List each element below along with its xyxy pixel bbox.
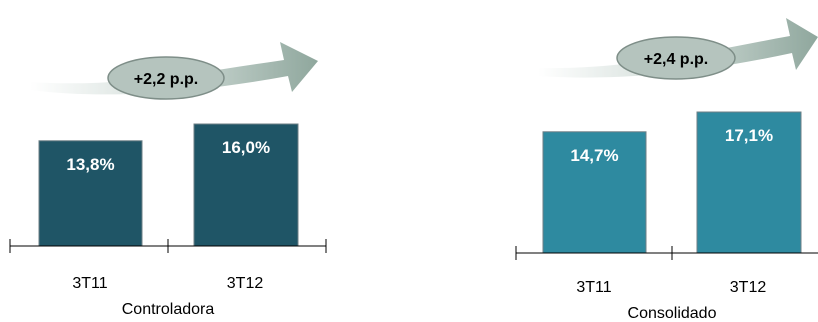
bar-value-label-3t11: 13,8% bbox=[66, 155, 114, 174]
group-label: Consolidado bbox=[628, 305, 717, 322]
category-label-3t11: 3T11 bbox=[576, 279, 611, 296]
growth-arrow bbox=[30, 42, 318, 95]
bar-value-label-3t11: 14,7% bbox=[570, 146, 618, 165]
bar-3t12 bbox=[193, 123, 299, 247]
bar-3t11 bbox=[38, 140, 143, 247]
delta-label: +2,4 p.p. bbox=[644, 51, 708, 68]
delta-ellipse bbox=[107, 56, 225, 100]
bar-value-label-3t12: 17,1% bbox=[725, 126, 773, 145]
chart-panel-consolidado: +2,4 p.p. 14,7% 17,1% 3T11 3T12 Consolid… bbox=[515, 18, 818, 322]
category-label-3t12: 3T12 bbox=[227, 275, 264, 292]
group-label: Controladora bbox=[122, 301, 215, 318]
chart-panel-controladora: +2,2 p.p. 13,8% 16,0% 3T11 3T12 Controla… bbox=[9, 42, 327, 318]
category-label-3t12: 3T12 bbox=[730, 279, 767, 296]
delta-label: +2,2 p.p. bbox=[134, 71, 198, 88]
bar-value-label-3t12: 16,0% bbox=[222, 138, 270, 157]
delta-ellipse bbox=[616, 36, 736, 80]
category-label-3t11: 3T11 bbox=[72, 275, 107, 292]
